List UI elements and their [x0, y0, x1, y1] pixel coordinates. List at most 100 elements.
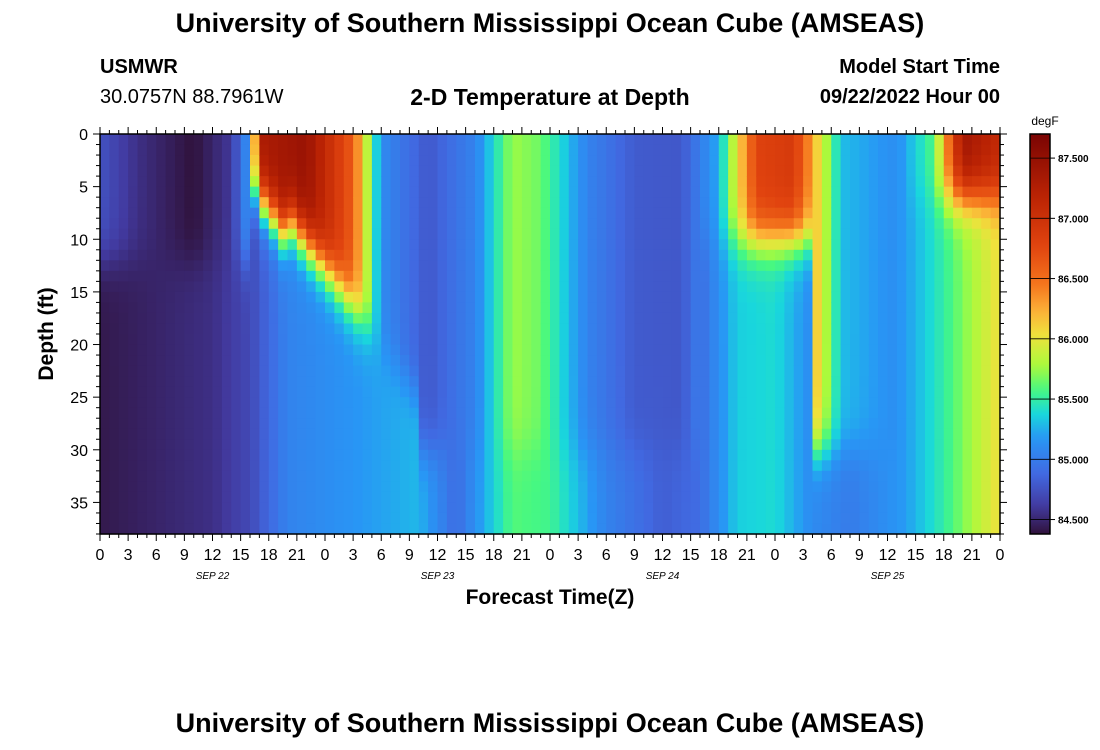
heatmap-cell: [568, 344, 579, 356]
heatmap-cell: [662, 228, 673, 240]
heatmap-cell: [850, 512, 860, 525]
heatmap-cell: [700, 470, 710, 482]
heatmap-cell: [915, 218, 926, 230]
heatmap-cell: [137, 239, 148, 251]
heatmap-cell: [765, 355, 776, 367]
heatmap-cell: [578, 207, 589, 219]
heatmap-cell: [259, 365, 270, 377]
heatmap-cell: [915, 376, 926, 388]
heatmap-cell: [409, 386, 420, 398]
heatmap-cell: [765, 397, 776, 409]
heatmap-cell: [156, 407, 167, 419]
heatmap-cell: [831, 491, 842, 504]
heatmap-cell: [850, 312, 860, 325]
heatmap-cell: [428, 344, 439, 356]
heatmap-cell: [700, 270, 710, 282]
heatmap-cell: [118, 460, 129, 472]
heatmap-cell: [896, 165, 907, 177]
heatmap-cell: [456, 344, 467, 356]
heatmap-cell: [831, 355, 842, 367]
colorbar-tick-label: 87.500: [1058, 154, 1089, 165]
heatmap-cell: [221, 376, 232, 388]
heatmap-cell: [671, 239, 682, 251]
heatmap-cells: [100, 134, 1001, 535]
heatmap-cell: [625, 197, 635, 209]
heatmap-cell: [906, 428, 917, 440]
heatmap-cell: [334, 239, 345, 251]
heatmap-cell: [446, 155, 457, 167]
heatmap-cell: [653, 165, 664, 177]
heatmap-cell: [287, 260, 298, 272]
heatmap-cell: [437, 186, 448, 198]
heatmap-cell: [362, 365, 373, 377]
heatmap-cell: [456, 323, 467, 335]
heatmap-cell: [878, 334, 889, 346]
heatmap-cell: [418, 502, 429, 514]
heatmap-cell: [475, 270, 485, 282]
heatmap-cell: [550, 312, 560, 325]
heatmap-cell: [925, 291, 935, 304]
heatmap-cell: [231, 460, 242, 472]
heatmap-cell: [193, 249, 204, 261]
heatmap-cell: [296, 439, 307, 451]
heatmap-cell: [653, 176, 664, 188]
heatmap-cell: [156, 270, 167, 282]
heatmap-cell: [709, 418, 720, 430]
heatmap-cell: [587, 249, 598, 261]
heatmap-cell: [100, 323, 110, 335]
heatmap-cell: [306, 523, 317, 535]
heatmap-cell: [568, 312, 579, 325]
heatmap-cell: [465, 144, 476, 156]
heatmap-cell: [446, 481, 457, 493]
heatmap-cell: [503, 165, 514, 177]
heatmap-cell: [718, 386, 729, 398]
heatmap-cell: [503, 218, 514, 230]
heatmap-cell: [793, 407, 804, 419]
heatmap-cell: [512, 502, 523, 514]
heatmap-cell: [953, 428, 964, 440]
heatmap-cell: [287, 449, 298, 461]
heatmap-cell: [934, 134, 945, 146]
heatmap-cell: [896, 218, 907, 230]
heatmap-cell: [568, 323, 579, 335]
heatmap-cell: [896, 270, 907, 282]
heatmap-cell: [765, 260, 776, 272]
heatmap-cell: [671, 418, 682, 430]
heatmap-cell: [325, 407, 335, 419]
heatmap-cell: [418, 439, 429, 451]
heatmap-cell: [100, 460, 110, 472]
heatmap-cell: [484, 355, 495, 367]
heatmap-cell: [240, 144, 251, 156]
heatmap-cell: [193, 439, 204, 451]
heatmap-cell: [615, 239, 626, 251]
heatmap-cell: [812, 218, 823, 230]
heatmap-cell: [915, 397, 926, 409]
heatmap-cell: [578, 249, 589, 261]
heatmap-cell: [221, 397, 232, 409]
heatmap-cell: [371, 281, 382, 293]
heatmap-cell: [137, 186, 148, 198]
heatmap-cell: [831, 197, 842, 209]
heatmap-cell: [146, 218, 157, 230]
heatmap-cell: [859, 460, 870, 472]
heatmap-cell: [971, 176, 982, 188]
heatmap-cell: [953, 502, 964, 514]
heatmap-cell: [456, 312, 467, 325]
heatmap-cell: [343, 312, 354, 325]
heatmap-cell: [409, 481, 420, 493]
heatmap-cell: [109, 523, 120, 535]
heatmap-cell: [521, 239, 532, 251]
heatmap-cell: [990, 249, 1001, 261]
heatmap-cell: [184, 281, 195, 293]
heatmap-cell: [671, 312, 682, 325]
heatmap-cell: [831, 281, 842, 293]
heatmap-cell: [803, 228, 814, 240]
heatmap-cell: [231, 376, 242, 388]
heatmap-cell: [821, 228, 832, 240]
heatmap-cell: [606, 481, 617, 493]
heatmap-cell: [962, 260, 973, 272]
heatmap-cell: [418, 291, 429, 304]
heatmap-cell: [775, 407, 785, 419]
heatmap-cell: [934, 218, 945, 230]
heatmap-cell: [259, 491, 270, 504]
